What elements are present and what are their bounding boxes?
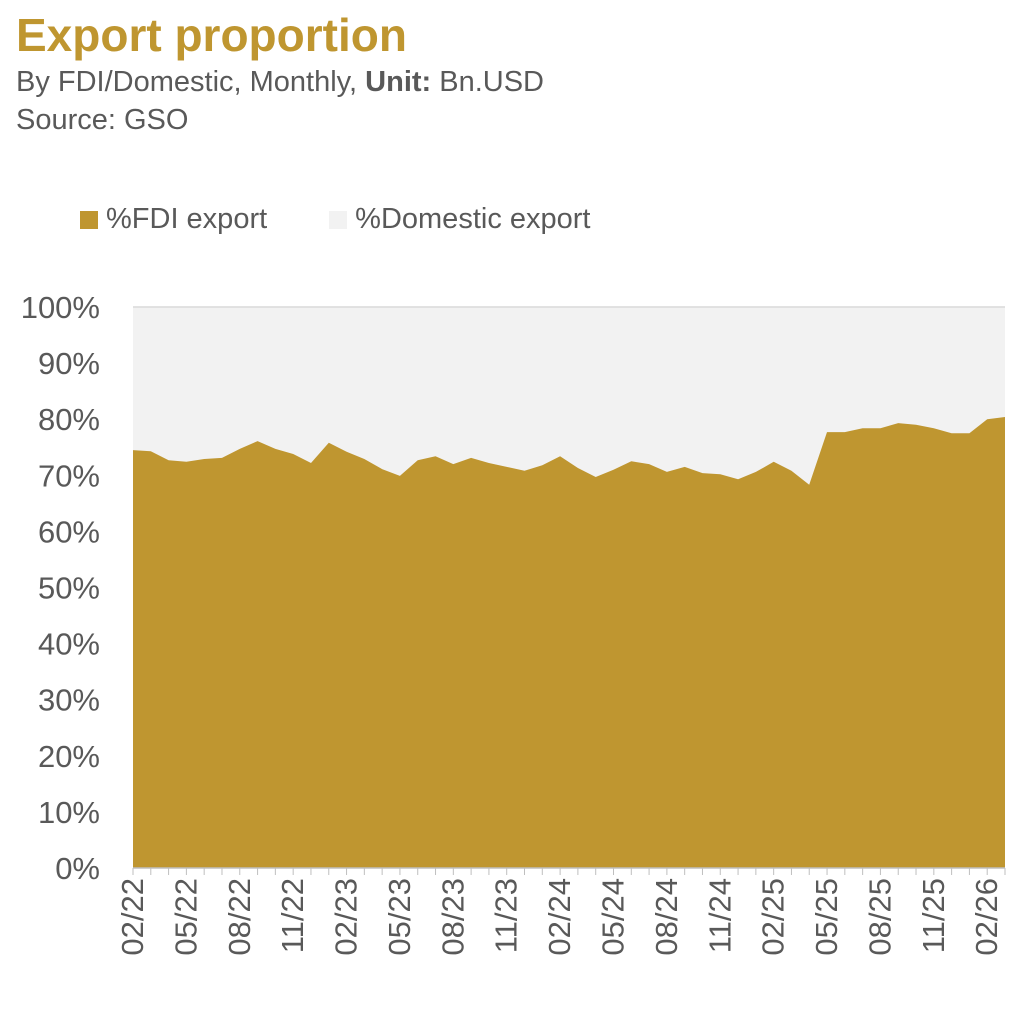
y-tick-label: 40% — [38, 627, 100, 662]
y-tick-label: 0% — [55, 851, 100, 886]
chart-subtitle: By FDI/Domestic, Monthly, Unit: Bn.USD — [16, 66, 544, 99]
y-tick-label: 50% — [38, 571, 100, 606]
x-tick-label: 02/24 — [542, 878, 577, 956]
x-tick-label: 11/22 — [275, 878, 310, 953]
legend-domestic: %Domestic export — [329, 203, 590, 236]
x-tick-label: 11/24 — [702, 878, 737, 953]
x-tick-label: 11/23 — [489, 878, 524, 953]
x-tick-label: 05/24 — [595, 878, 630, 956]
legend-label-domestic: %Domestic export — [355, 203, 591, 235]
unit-label: Unit: — [365, 66, 432, 98]
y-tick-label: 70% — [38, 458, 100, 493]
y-tick-label: 100% — [21, 290, 100, 325]
y-tick-label: 10% — [38, 795, 100, 830]
x-tick-label: 08/23 — [435, 878, 470, 956]
x-tick-label: 08/25 — [862, 878, 897, 956]
y-tick-label: 60% — [38, 514, 100, 549]
x-tick-label: 02/23 — [329, 878, 364, 956]
x-tick-label: 05/23 — [382, 878, 417, 956]
y-tick-label: 80% — [38, 402, 100, 437]
x-tick-label: 08/22 — [222, 878, 257, 956]
legend-swatch-domestic — [329, 210, 348, 229]
y-tick-label: 30% — [38, 683, 100, 718]
area-fdi-export — [133, 417, 1005, 868]
x-tick-label: 05/25 — [809, 878, 844, 956]
x-tick-label: 02/22 — [115, 878, 150, 956]
legend-swatch-fdi — [80, 210, 98, 229]
chart-source: Source: GSO — [16, 104, 189, 136]
legend: %FDI export %Domestic export — [80, 203, 590, 236]
subtitle-text: By FDI/Domestic, Monthly, — [16, 66, 366, 98]
x-tick-label: 02/26 — [969, 878, 1004, 956]
legend-label-fdi: %FDI export — [106, 203, 268, 235]
y-tick-label: 90% — [38, 346, 100, 381]
unit-value: Bn.USD — [431, 66, 545, 98]
x-tick-label: 05/22 — [168, 878, 203, 956]
y-tick-label: 20% — [38, 739, 100, 774]
legend-fdi: %FDI export — [80, 203, 267, 236]
x-tick-label: 02/25 — [756, 878, 791, 956]
x-tick-label: 08/24 — [649, 878, 684, 956]
chart-title: Export proportion — [16, 9, 407, 61]
x-tick-label: 11/25 — [916, 878, 951, 953]
